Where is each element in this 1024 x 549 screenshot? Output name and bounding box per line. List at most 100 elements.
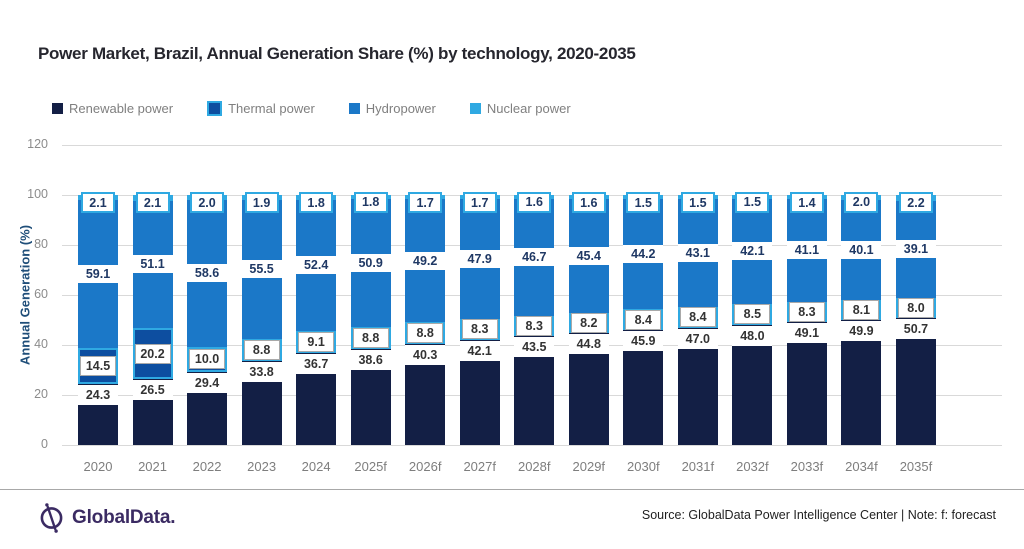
hydro-value-label: 50.9: [350, 253, 391, 272]
thermal-value-label: 8.4: [625, 309, 662, 330]
x-axis-label: 2023: [247, 459, 277, 474]
source-note: Source: GlobalData Power Intelligence Ce…: [641, 508, 996, 522]
thermal-value-label: 8.8: [407, 323, 444, 344]
thermal-value-label: 8.3: [788, 301, 825, 322]
x-axis-label: 2034f: [845, 459, 878, 474]
bar-2022: 2.0 58.6 10.0 29.4 2022: [187, 145, 228, 474]
renewable-value-label: 50.7: [895, 319, 936, 340]
legend-item-thermal: Thermal power: [207, 101, 315, 116]
hydro-value-label: 52.4: [296, 256, 337, 274]
x-axis-label: 2020: [83, 459, 113, 474]
y-tick-label: 80: [34, 237, 48, 251]
renewable-value-label: 36.7: [296, 354, 337, 375]
bar-2026f: 1.7 49.2 8.8 40.3 2026f: [405, 145, 446, 474]
bar-2033f: 1.4 41.1 8.3 49.1 2033f: [786, 145, 827, 474]
x-axis-label: 2035f: [899, 459, 933, 474]
plot-area: 0 20 40 60 80 100 120 2.1 59.1 14.5 24.3 2020 2.1 51.…: [27, 137, 1002, 474]
bar-2034f: 2.0 40.1 8.1 49.9 2034f: [841, 145, 882, 474]
bar-segment-renewable: [895, 318, 936, 445]
nuclear-value-label: 2.0: [844, 191, 879, 213]
y-tick-label: 20: [34, 387, 48, 401]
hydro-value-label: 45.4: [568, 246, 609, 265]
renewable-swatch-icon: [52, 103, 63, 114]
bar-2025f: 1.8 50.9 8.8 38.6 2025f: [350, 145, 391, 474]
hydro-value-label: 51.1: [132, 255, 173, 274]
gridline: [62, 145, 1002, 146]
x-axis-label: 2027f: [463, 459, 496, 474]
bar-2024: 1.8 52.4 9.1 36.7 2024: [296, 145, 337, 474]
bar-2035f: 2.2 39.1 8.0 50.7 2035f: [895, 145, 936, 474]
renewable-value-label: 29.4: [187, 372, 228, 393]
nuclear-value-label: 1.5: [680, 192, 715, 213]
x-axis-label: 2031f: [681, 459, 715, 474]
y-tick-label: 120: [27, 137, 48, 151]
renewable-value-label: 26.5: [132, 379, 173, 400]
x-axis-label: 2024: [301, 459, 331, 474]
thermal-value-label: 8.1: [843, 300, 880, 321]
nuclear-value-label: 2.0: [190, 192, 225, 213]
bar-2032f: 1.5 42.1 8.5 48.0 2032f: [732, 145, 773, 474]
thermal-value-label: 8.0: [897, 298, 934, 319]
thermal-value-label: 8.2: [570, 312, 607, 333]
nuclear-value-label: 1.8: [353, 191, 388, 213]
nuclear-swatch-icon: [469, 103, 481, 114]
x-axis-label: 2022: [192, 459, 222, 474]
thermal-value-label: 20.2: [134, 343, 171, 364]
renewable-value-label: 44.8: [568, 334, 609, 354]
legend-label: Hydropower: [365, 101, 436, 116]
hydro-value-label: 39.1: [895, 240, 936, 259]
hydro-value-label: 43.1: [677, 243, 718, 262]
nuclear-value-label: 1.9: [244, 192, 279, 213]
renewable-value-label: 33.8: [241, 361, 282, 382]
nuclear-value-label: 1.5: [626, 192, 661, 213]
thermal-value-label: 8.3: [516, 315, 553, 336]
legend: Renewable power Thermal power Hydropower…: [52, 101, 571, 116]
nuclear-value-label: 2.1: [81, 192, 115, 213]
nuclear-value-label: 1.6: [571, 192, 606, 213]
bar-2031f: 1.5 43.1 8.4 47.0 2031f: [677, 145, 718, 474]
renewable-value-label: 47.0: [677, 328, 718, 349]
y-tick-label: 60: [34, 287, 48, 301]
renewable-value-label: 49.1: [786, 323, 827, 344]
thermal-value-label: 14.5: [80, 356, 116, 377]
x-axis-label: 2030f: [627, 459, 660, 474]
legend-item-hydro: Hydropower: [348, 101, 436, 116]
hydro-value-label: 47.9: [459, 250, 500, 269]
renewable-value-label: 42.1: [459, 340, 500, 361]
y-tick-label: 0: [41, 437, 48, 451]
nuclear-value-label: 2.1: [135, 192, 170, 214]
footer-divider: [0, 489, 1024, 490]
nuclear-value-label: 2.2: [898, 192, 933, 213]
hydro-value-label: 41.1: [786, 241, 827, 260]
renewable-value-label: 38.6: [350, 349, 391, 370]
thermal-value-label: 8.4: [679, 307, 716, 327]
legend-label: Thermal power: [228, 101, 315, 116]
hydro-value-label: 49.2: [405, 251, 446, 270]
hydro-value-label: 55.5: [241, 260, 282, 279]
bar-2027f: 1.7 47.9 8.3 42.1 2027f: [459, 145, 500, 474]
renewable-value-label: 45.9: [623, 331, 664, 352]
bar-2023: 1.9 55.5 8.8 33.8 2023: [241, 145, 282, 474]
nuclear-value-label: 1.5: [735, 191, 770, 213]
thermal-value-label: 8.5: [734, 304, 771, 325]
bar-2028f: 1.6 46.7 8.3 43.5 2028f: [514, 145, 555, 474]
nuclear-value-label: 1.7: [408, 192, 443, 213]
hydro-swatch-icon: [348, 103, 360, 114]
nuclear-value-label: 1.7: [462, 192, 497, 213]
thermal-value-label: 8.3: [461, 319, 498, 340]
y-tick-label: 40: [34, 337, 48, 351]
brand-text: GlobalData.: [72, 507, 176, 528]
x-axis-label: 2025f: [354, 459, 387, 474]
x-axis-label: 2028f: [517, 459, 551, 474]
renewable-value-label: 48.0: [732, 326, 773, 346]
hydro-value-label: 40.1: [841, 240, 882, 259]
legend-label: Renewable power: [69, 101, 174, 116]
legend-item-renewable: Renewable power: [52, 101, 173, 116]
renewable-value-label: 43.5: [514, 337, 555, 358]
hydro-value-label: 46.7: [514, 248, 555, 267]
x-axis-label: 2032f: [736, 459, 769, 474]
nuclear-value-label: 1.6: [517, 191, 552, 213]
x-axis-label: 2021: [138, 459, 167, 474]
globaldata-logo: GlobalData.: [38, 503, 176, 533]
legend-item-nuclear: Nuclear power: [469, 101, 571, 116]
